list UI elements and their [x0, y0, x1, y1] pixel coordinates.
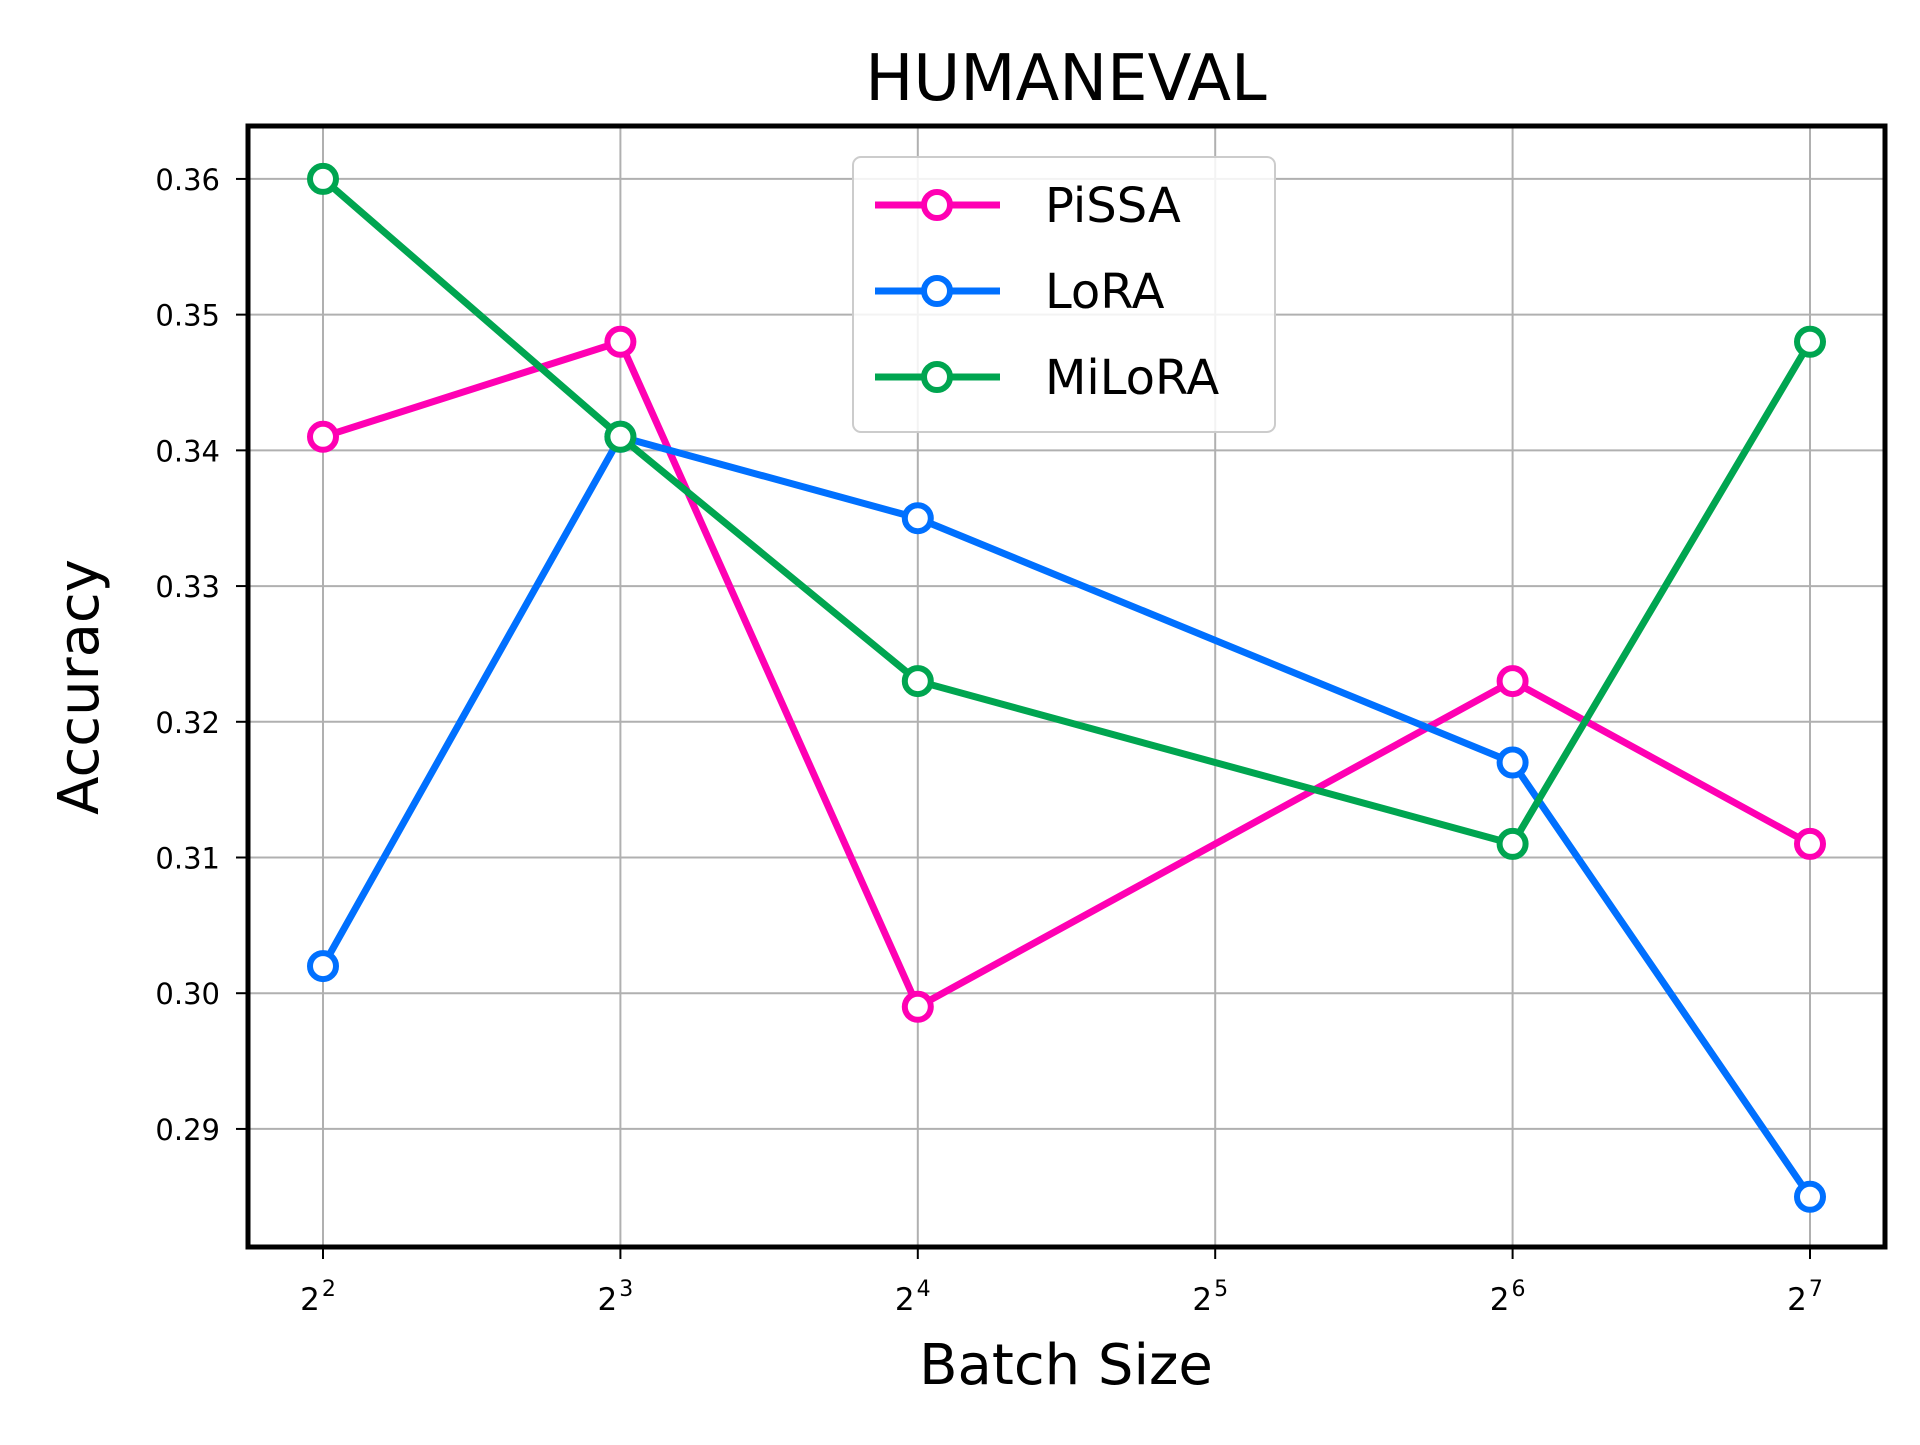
x-tick-label: 23 — [598, 1277, 634, 1318]
data-point-milora — [1496, 827, 1529, 860]
data-point-lora — [1794, 1180, 1826, 1213]
x-tick-label: 27 — [1787, 1277, 1823, 1318]
legend: PiSSA LoRA MiLoRA — [852, 156, 1276, 433]
x-tick-label: 26 — [1490, 1277, 1526, 1318]
y-tick-label: 0.35 — [155, 299, 220, 333]
legend-label-pissa: PiSSA — [1045, 178, 1181, 234]
legend-items: PiSSA LoRA MiLoRA — [875, 178, 1219, 406]
data-point-lora — [901, 502, 934, 535]
plot-frame — [245, 123, 1888, 1250]
data-point-lora — [1496, 746, 1529, 779]
axis-ticks: 22 23 24 25 26 27 0.29 0.30 0.31 0.32 0.33 0.34 0.35… — [155, 163, 1822, 1318]
data-point-milora — [1794, 325, 1826, 358]
legend-label-milora: MiLoRA — [1045, 350, 1219, 406]
legend-box — [852, 156, 1276, 433]
data-point-pissa — [604, 325, 637, 358]
legend-label-lora: LoRA — [1045, 264, 1165, 320]
series-lines — [307, 162, 1826, 1213]
data-point-pissa — [1496, 665, 1529, 698]
y-tick-label: 0.31 — [155, 842, 220, 876]
x-axis-title: Batch Size — [919, 1333, 1213, 1398]
y-tick-label: 0.29 — [155, 1113, 220, 1147]
y-tick-label: 0.30 — [155, 977, 220, 1011]
data-point-pissa — [901, 990, 934, 1023]
x-tick-label: 25 — [1192, 1277, 1228, 1318]
x-tick-label: 22 — [300, 1277, 336, 1318]
y-tick-label: 0.36 — [155, 163, 220, 197]
x-tick-label: 24 — [895, 1277, 931, 1318]
legend-marker-pissa — [921, 189, 953, 221]
legend-marker-milora — [921, 361, 953, 393]
data-point-milora — [604, 420, 637, 453]
y-tick-label: 0.32 — [155, 706, 220, 740]
y-tick-label: 0.34 — [155, 434, 220, 468]
data-point-milora — [307, 162, 339, 195]
y-tick-label: 0.33 — [155, 570, 220, 604]
chart-title: HUMANEVAL — [865, 42, 1267, 116]
data-point-lora — [307, 950, 339, 983]
y-axis-title: Accuracy — [47, 559, 112, 815]
data-point-pissa — [307, 420, 339, 453]
data-point-pissa — [1794, 827, 1826, 860]
data-point-milora — [901, 665, 934, 698]
legend-marker-lora — [921, 275, 953, 307]
